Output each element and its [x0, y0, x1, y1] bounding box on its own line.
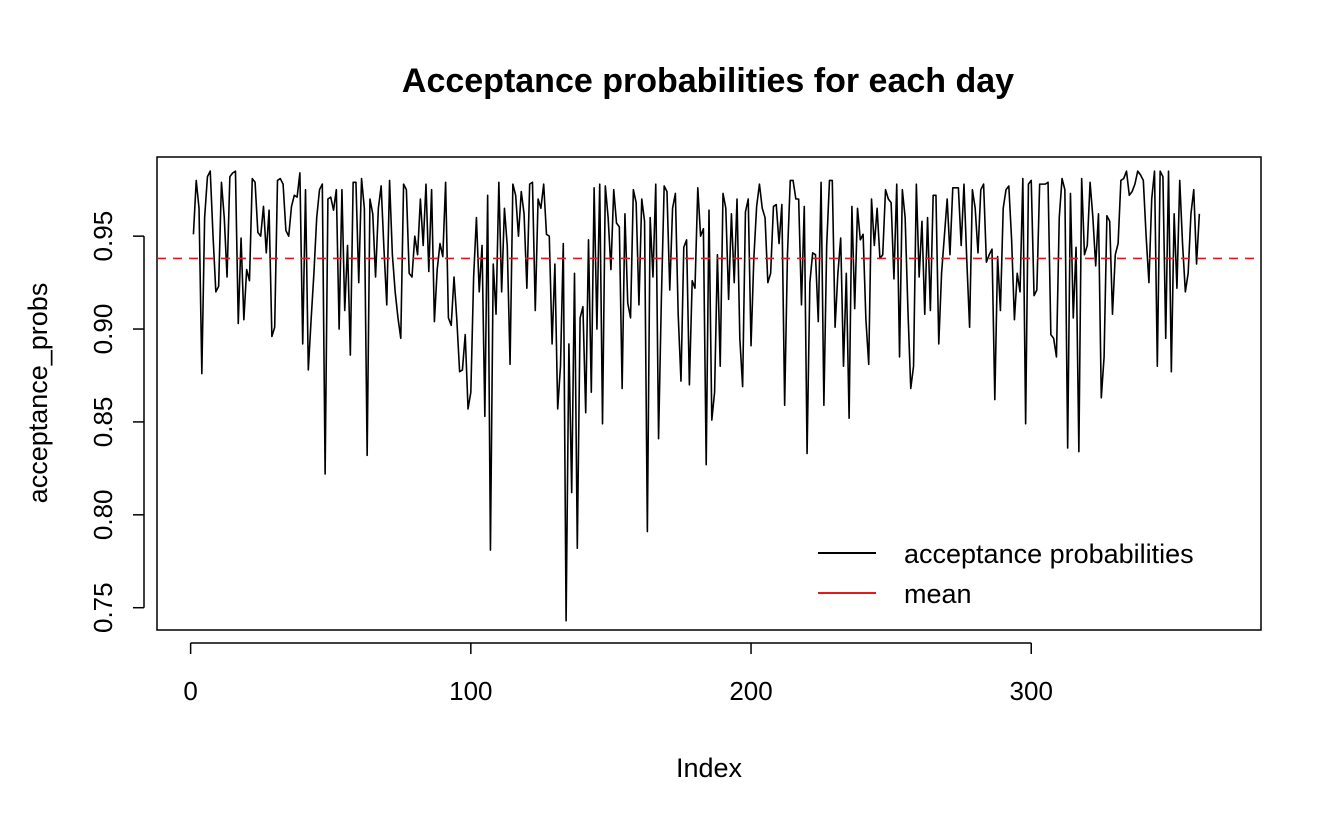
y-tick-label-4: 0.95	[88, 211, 118, 262]
series-layer	[157, 170, 1261, 622]
series-line-acceptance-probabilities	[192, 170, 1201, 622]
y-tick-label-3: 0.90	[88, 304, 118, 355]
x-tick-label-2: 200	[729, 676, 772, 706]
y-tick-label-1: 0.80	[88, 490, 118, 541]
chart-title: Acceptance probabilities for each day	[402, 62, 1014, 100]
x-axis-label: Index	[676, 753, 743, 783]
plot-frame	[156, 156, 1262, 631]
x-tick-label-3: 300	[1010, 676, 1053, 706]
x-axis: 0 100 200 300	[183, 642, 1053, 706]
legend-label-acceptance: acceptance probabilities	[904, 539, 1194, 569]
y-tick-label-0: 0.75	[88, 582, 118, 633]
y-axis: 0.75 0.80 0.85 0.90 0.95	[88, 211, 145, 633]
x-tick-label-0: 0	[183, 676, 197, 706]
y-tick-label-2: 0.85	[88, 397, 118, 448]
y-axis-label: acceptance_probs	[23, 283, 53, 504]
x-tick-label-1: 100	[449, 676, 492, 706]
legend: acceptance probabilities mean	[818, 539, 1194, 609]
legend-label-mean: mean	[904, 579, 972, 609]
